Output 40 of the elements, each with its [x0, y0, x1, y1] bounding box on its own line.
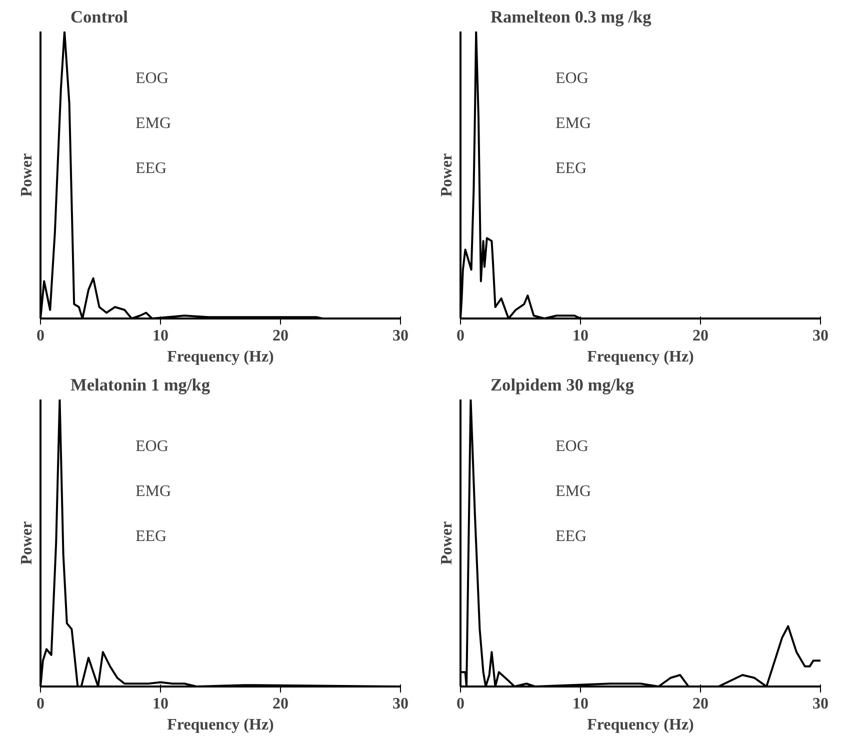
x-tick-label: 0 [36, 328, 44, 344]
x-tick-label: 30 [392, 696, 408, 712]
x-axis-title: Frequency (Hz) [167, 348, 274, 366]
x-axis-title: Frequency (Hz) [587, 348, 694, 366]
annotation: EMG [136, 115, 172, 132]
annotation: EMG [556, 115, 592, 132]
x-tick-label: 10 [152, 328, 168, 344]
x-tick-label: 20 [272, 696, 288, 712]
x-tick-label: 0 [456, 328, 464, 344]
chart-title: Ramelteon 0.3 mg /kg [490, 8, 652, 26]
x-tick-label: 20 [272, 328, 288, 344]
annotation: EEG [136, 160, 168, 177]
chart-title: Control [70, 8, 128, 26]
x-tick-label: 30 [812, 328, 828, 344]
y-axis-title: Power [438, 521, 456, 565]
x-tick-label: 0 [456, 696, 464, 712]
annotation: EEG [556, 528, 588, 545]
x-tick-label: 10 [572, 328, 588, 344]
y-axis-title: Power [438, 153, 456, 197]
y-axis-title: Power [18, 153, 36, 197]
x-tick-label: 0 [36, 696, 44, 712]
annotation: EOG [136, 438, 169, 455]
annotation: EOG [136, 70, 169, 87]
x-tick-label: 30 [392, 328, 408, 344]
x-tick-label: 10 [572, 696, 588, 712]
y-axis-title: Power [18, 521, 36, 565]
chart-title: Zolpidem 30 mg/kg [490, 376, 634, 394]
annotation: EEG [556, 160, 588, 177]
annotation: EOG [556, 438, 589, 455]
annotation: EMG [136, 483, 172, 500]
chart-title: Melatonin 1 mg/kg [70, 376, 210, 394]
x-axis-title: Frequency (Hz) [587, 716, 694, 734]
x-axis-title: Frequency (Hz) [167, 716, 274, 734]
x-tick-label: 20 [692, 328, 708, 344]
annotation: EMG [556, 483, 592, 500]
x-tick-label: 10 [152, 696, 168, 712]
annotation: EEG [136, 528, 168, 545]
x-tick-label: 20 [692, 696, 708, 712]
x-tick-label: 30 [812, 696, 828, 712]
annotation: EOG [556, 70, 589, 87]
